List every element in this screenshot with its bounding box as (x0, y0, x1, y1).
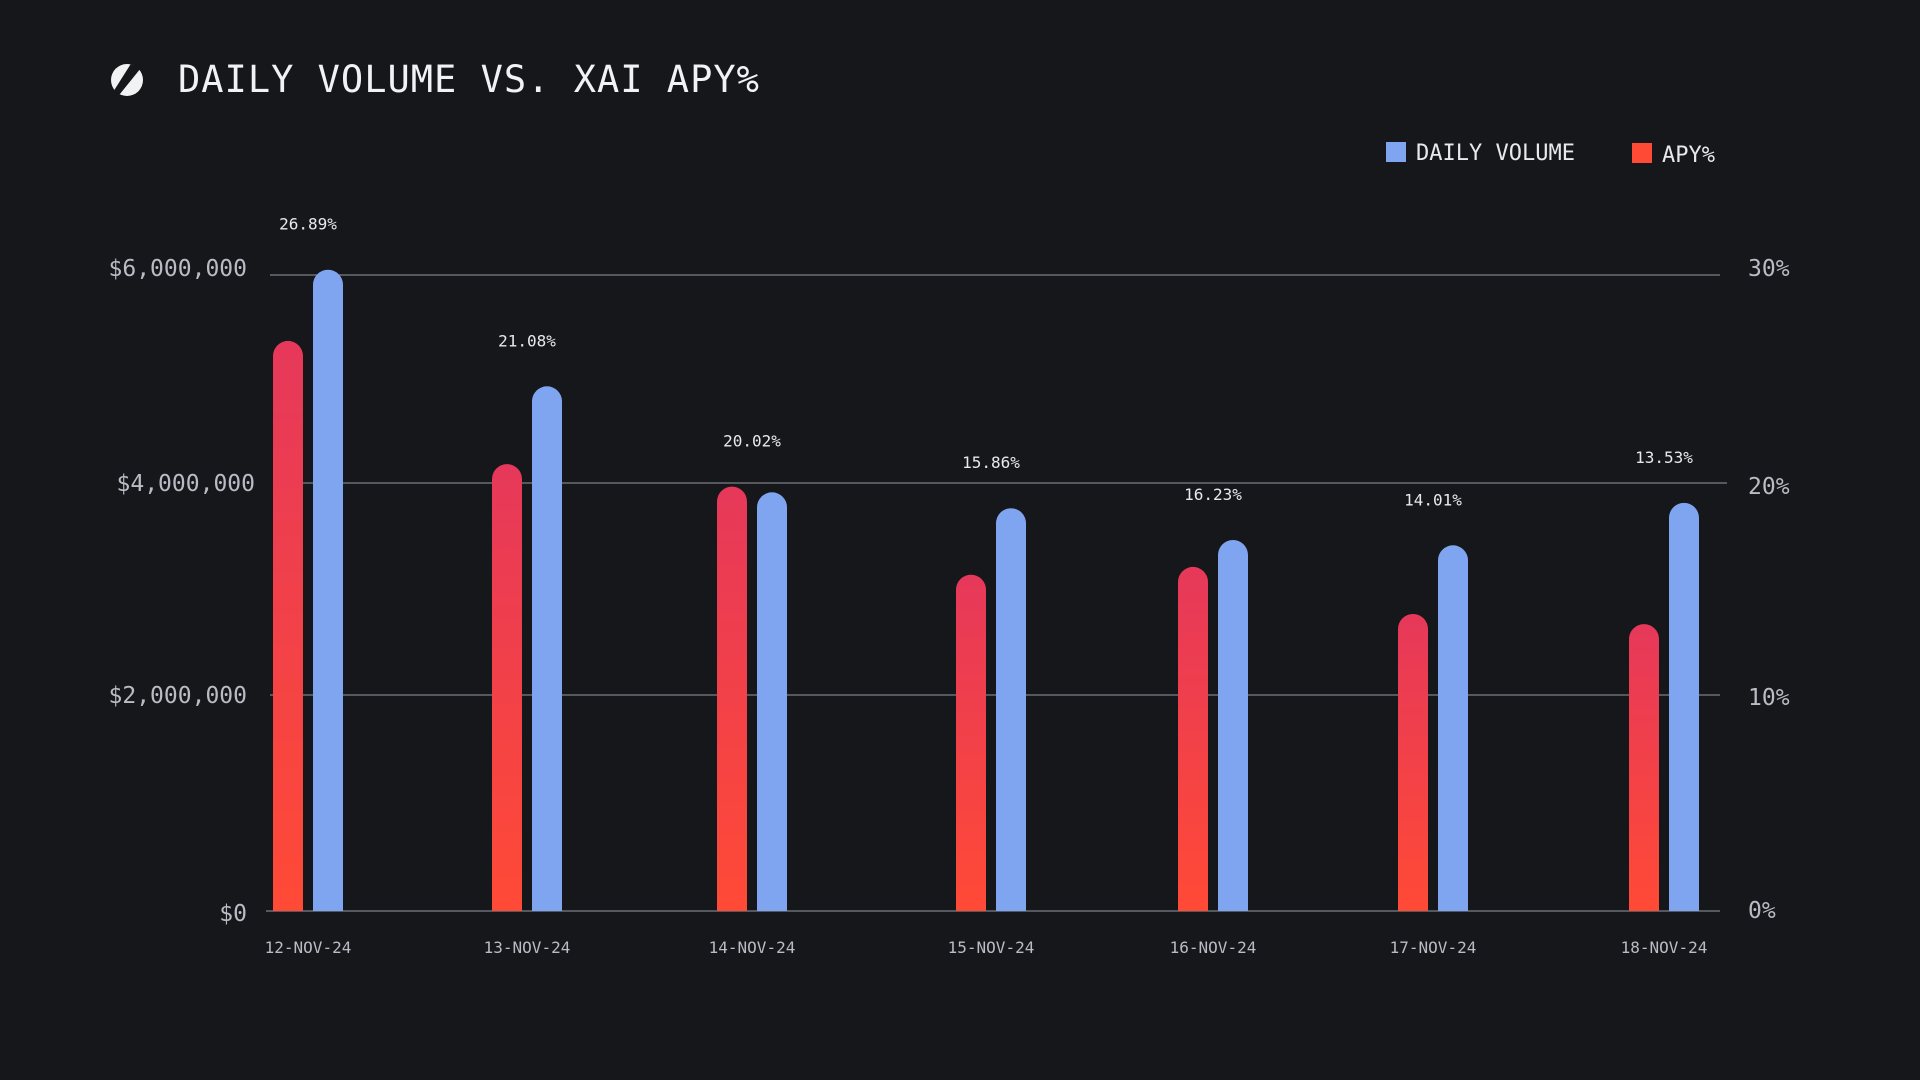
volume-bar (757, 492, 787, 911)
bars-layer (273, 269, 1699, 912)
apy-bar (492, 464, 522, 911)
apy-bar (1629, 624, 1659, 911)
apy-bar (273, 340, 303, 912)
apy-data-label: 13.53% (1635, 448, 1693, 467)
y-left-tick-label: $0 (219, 901, 247, 927)
x-tick-label: 15-NOV-24 (948, 938, 1035, 957)
y-right-tick-label: 10% (1748, 685, 1790, 711)
x-axis: 12-NOV-24 13-NOV-24 14-NOV-24 15-NOV-24 16-N… (265, 938, 1708, 957)
legend-label-volume: DAILY VOLUME (1416, 141, 1575, 166)
apy-bar (717, 486, 747, 911)
y-right-tick-label: 30% (1748, 256, 1790, 282)
volume-bar (1669, 502, 1699, 911)
apy-data-label: 15.86% (962, 453, 1020, 472)
apy-data-label: 16.23% (1184, 485, 1242, 504)
x-tick-label: 16-NOV-24 (1170, 938, 1257, 957)
s-logo-icon (111, 64, 143, 96)
apy-bar (1178, 566, 1208, 911)
y-right-axis: 30% 20% 10% 0% (1748, 256, 1790, 924)
legend: DAILY VOLUME APY% (1386, 141, 1715, 168)
x-tick-label: 13-NOV-24 (484, 938, 571, 957)
x-tick-label: 18-NOV-24 (1621, 938, 1708, 957)
x-tick-label: 17-NOV-24 (1390, 938, 1477, 957)
apy-data-label: 20.02% (723, 432, 781, 451)
legend-swatch-volume (1386, 142, 1406, 162)
volume-bar (313, 269, 343, 911)
apy-data-label: 14.01% (1404, 490, 1462, 509)
volume-bar (1218, 540, 1248, 911)
legend-label-apy: APY% (1662, 143, 1715, 168)
y-right-tick-label: 20% (1748, 474, 1790, 500)
apy-bar (956, 574, 986, 911)
apy-data-label: 26.89% (279, 215, 337, 234)
apy-data-label: 21.08% (498, 331, 556, 350)
y-left-tick-label: $6,000,000 (109, 256, 247, 282)
y-right-tick-label: 0% (1748, 898, 1776, 924)
data-labels-layer: 26.89% 21.08% 20.02% 15.86% 16.23% 14.01% 13.5… (279, 215, 1693, 510)
y-left-tick-label: $2,000,000 (109, 683, 247, 709)
volume-bar (996, 508, 1026, 911)
legend-swatch-apy (1632, 143, 1652, 163)
x-tick-label: 14-NOV-24 (709, 938, 796, 957)
y-left-tick-label: $4,000,000 (117, 471, 255, 497)
chart-title: DAILY VOLUME VS. XAI APY% (178, 58, 760, 101)
apy-bar (1398, 613, 1428, 911)
volume-bar (1438, 545, 1468, 911)
y-left-axis: $6,000,000 $4,000,000 $2,000,000 $0 (109, 256, 255, 927)
x-tick-label: 12-NOV-24 (265, 938, 352, 957)
volume-bar (532, 386, 562, 911)
